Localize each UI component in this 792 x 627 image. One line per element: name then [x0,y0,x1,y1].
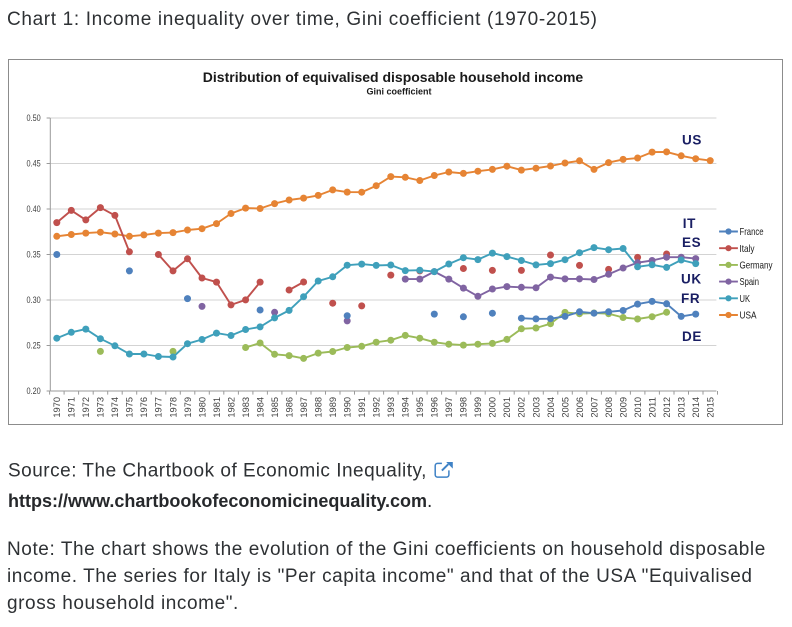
svg-text:2000: 2000 [488,397,499,418]
svg-text:USA: USA [740,310,757,321]
svg-text:Gini coefficient: Gini coefficient [366,86,431,96]
svg-text:2010: 2010 [633,397,644,418]
svg-text:2003: 2003 [531,397,542,418]
svg-text:2001: 2001 [502,397,513,418]
svg-text:1974: 1974 [110,397,121,418]
svg-text:FR: FR [681,291,700,306]
svg-text:2014: 2014 [691,397,702,418]
svg-text:1979: 1979 [183,397,194,418]
svg-text:0.30: 0.30 [27,295,41,305]
svg-text:1985: 1985 [270,397,281,418]
svg-text:2011: 2011 [647,397,658,418]
svg-text:1994: 1994 [401,397,412,418]
svg-text:2012: 2012 [662,397,673,418]
svg-text:France: France [740,227,764,238]
svg-text:0.50: 0.50 [27,113,41,123]
svg-text:1971: 1971 [67,397,78,418]
svg-text:1975: 1975 [125,397,136,418]
svg-text:1988: 1988 [314,397,325,418]
svg-text:1982: 1982 [226,397,237,418]
svg-text:0.45: 0.45 [27,158,41,168]
svg-text:1984: 1984 [255,397,266,418]
svg-text:1996: 1996 [430,397,441,418]
svg-text:DE: DE [682,328,702,343]
svg-text:1999: 1999 [473,397,484,418]
svg-text:Distribution of equivalised di: Distribution of equivalised disposable h… [203,68,584,84]
svg-text:1970: 1970 [52,397,63,418]
svg-text:2007: 2007 [589,397,600,418]
svg-text:1976: 1976 [139,397,150,418]
svg-text:UK: UK [681,271,702,286]
svg-text:2002: 2002 [517,397,528,418]
svg-text:0.25: 0.25 [27,340,41,350]
svg-text:1993: 1993 [386,397,397,418]
svg-text:IT: IT [683,215,696,230]
svg-text:1978: 1978 [168,397,179,418]
svg-text:0.35: 0.35 [27,249,41,259]
svg-text:2006: 2006 [575,397,586,418]
svg-text:Italy: Italy [740,243,756,254]
svg-text:1998: 1998 [459,397,470,418]
svg-text:1997: 1997 [444,397,455,418]
svg-text:2015: 2015 [706,397,717,418]
svg-text:1989: 1989 [328,397,339,418]
svg-text:0.20: 0.20 [27,386,41,396]
svg-text:2008: 2008 [604,397,615,418]
svg-text:1987: 1987 [299,397,310,418]
svg-text:ES: ES [682,235,701,250]
svg-text:1983: 1983 [241,397,252,418]
svg-text:1980: 1980 [197,397,208,418]
svg-text:1986: 1986 [284,397,295,418]
svg-text:1977: 1977 [154,397,165,418]
svg-text:2009: 2009 [618,397,629,418]
svg-text:UK: UK [740,293,751,304]
svg-text:2005: 2005 [560,397,571,418]
svg-text:2004: 2004 [546,397,557,418]
svg-text:US: US [682,132,702,147]
svg-text:1981: 1981 [212,397,223,418]
svg-text:1991: 1991 [357,397,368,418]
svg-text:1990: 1990 [343,397,354,418]
svg-text:0.40: 0.40 [27,204,41,214]
svg-text:1995: 1995 [415,397,426,418]
svg-text:1992: 1992 [372,397,383,418]
svg-text:Germany: Germany [740,260,774,271]
svg-text:1973: 1973 [96,397,107,418]
svg-text:1972: 1972 [81,397,92,418]
svg-text:2013: 2013 [677,397,688,418]
svg-text:Spain: Spain [740,277,760,288]
